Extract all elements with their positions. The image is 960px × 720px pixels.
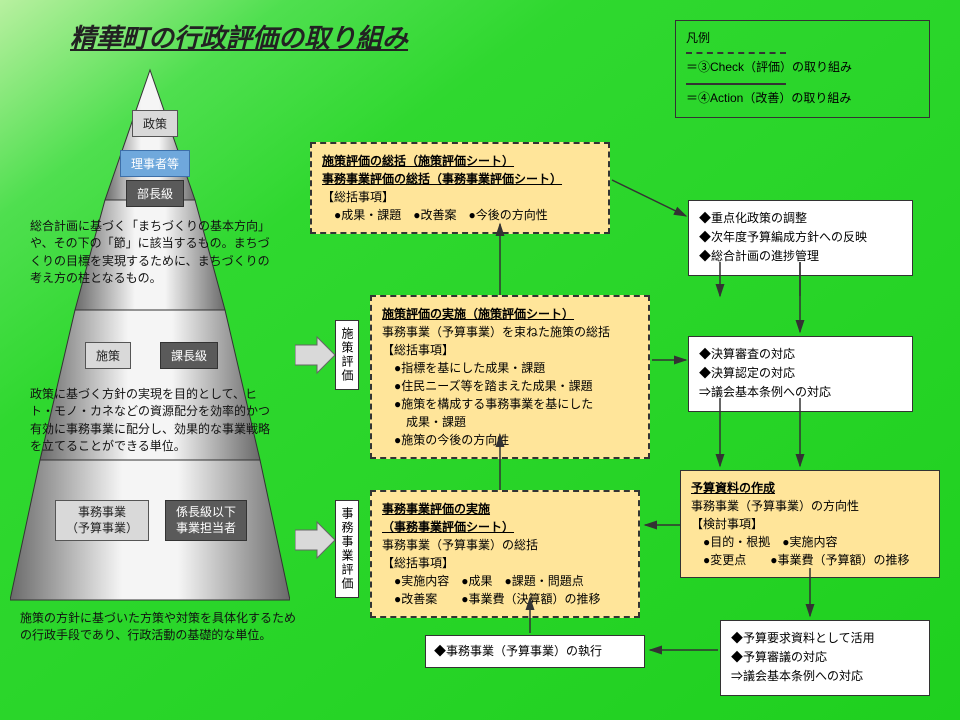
box-right4: ◆予算要求資料として活用 ◆予算審議の対応 ⇒議会基本条例への対応 — [720, 620, 930, 696]
r2b: ◆決算認定の対応 — [699, 364, 902, 383]
pyr-desc1: 総合計画に基づく「まちづくりの基本方向」や、その下の「節」に該当するもの。まちづ… — [30, 218, 270, 288]
pyr-desc2: 政策に基づく方針の実現を目的として、ヒト・モノ・カネなどの資源配分を効率的かつ有… — [30, 386, 280, 456]
r1c: ◆総合計画の進捗管理 — [699, 247, 902, 266]
pyr-jimu-a: 事務事業 — [78, 505, 126, 519]
legend-solid-line — [686, 83, 786, 85]
box-mid-h1: 施策評価の実施（施策評価シート） — [382, 305, 638, 323]
pyr-jimu: 事務事業 （予算事業） — [55, 500, 149, 541]
r4b: ◆予算審議の対応 — [731, 648, 919, 667]
box-right2: ◆決算審査の対応 ◆決算認定の対応 ⇒議会基本条例への対応 — [688, 336, 913, 412]
box-right1: ◆重点化政策の調整 ◆次年度予算編成方針への反映 ◆総合計画の進捗管理 — [688, 200, 913, 276]
r1a: ◆重点化政策の調整 — [699, 209, 902, 228]
box-mid-b1: ●指標を基にした成果・課題 — [382, 359, 638, 377]
pyr-jimu-b: （予算事業） — [66, 521, 138, 535]
r3sub: 【検討事項】 — [691, 515, 929, 533]
pyr-top-policy: 政策 — [132, 110, 178, 137]
page-title: 精華町の行政評価の取り組み — [70, 18, 408, 55]
r2a: ◆決算審査の対応 — [699, 345, 902, 364]
pyr-kakaricho-b: 事業担当者 — [176, 521, 236, 535]
box-bot-h1: 事務事業評価の実施 — [382, 500, 628, 518]
legend-action: ＝④Action（改善）の取り組み — [686, 89, 919, 108]
box-mid-eval: 施策評価の実施（施策評価シート） 事務事業（予算事業）を束ねた施策の総括 【総括… — [370, 295, 650, 459]
box-top-h1: 施策評価の総括（施策評価シート） — [322, 152, 598, 170]
box-exec: ◆事務事業（予算事業）の執行 — [425, 635, 645, 668]
vlabel-jimu: 事務事業評価 — [335, 500, 359, 598]
box-bot-h2: （事務事業評価シート） — [382, 518, 628, 536]
box-exec-text: ◆事務事業（予算事業）の執行 — [434, 644, 602, 658]
box-top-summary: 施策評価の総括（施策評価シート） 事務事業評価の総括（事務事業評価シート） 【総… — [310, 142, 610, 234]
box-mid-b4: ●施策の今後の方向性 — [382, 431, 638, 449]
r1b: ◆次年度予算編成方針への反映 — [699, 228, 902, 247]
r2c: ⇒議会基本条例への対応 — [699, 383, 902, 402]
pyr-shisaku: 施策 — [85, 342, 131, 369]
box-bot-eval: 事務事業評価の実施 （事務事業評価シート） 事務事業（予算事業）の総括 【総括事… — [370, 490, 640, 618]
box-mid-l1: 事務事業（予算事業）を束ねた施策の総括 — [382, 323, 638, 341]
pyr-bucho: 部長級 — [126, 180, 184, 207]
pyr-kakaricho: 係長級以下 事業担当者 — [165, 500, 247, 541]
box-bot-b1: ●実施内容 ●成果 ●課題・問題点 — [382, 572, 628, 590]
box-bot-l1: 事務事業（予算事業）の総括 — [382, 536, 628, 554]
pyr-desc3: 施策の方針に基づいた方策や対策を具体化するための行政手段であり、行政活動の基礎的… — [20, 610, 300, 645]
big-arrow-1 — [295, 335, 335, 375]
pyr-kakaricho-a: 係長級以下 — [176, 505, 236, 519]
legend-title: 凡例 — [686, 29, 919, 48]
r3l1: 事務事業（予算事業）の方向性 — [691, 497, 929, 515]
box-top-h2: 事務事業評価の総括（事務事業評価シート） — [322, 170, 598, 188]
pyr-rijisha: 理事者等 — [120, 150, 190, 177]
r4a: ◆予算要求資料として活用 — [731, 629, 919, 648]
box-mid-b3: ●施策を構成する事務事業を基にした — [382, 395, 638, 413]
box-mid-b3b: 成果・課題 — [382, 413, 638, 431]
box-top-sub: 【総括事項】 — [322, 188, 598, 206]
r3h: 予算資料の作成 — [691, 479, 929, 497]
box-top-line: ●成果・課題 ●改善案 ●今後の方向性 — [322, 206, 598, 224]
r3b2: ●変更点 ●事業費（予算額）の推移 — [691, 551, 929, 569]
r3b1: ●目的・根拠 ●実施内容 — [691, 533, 929, 551]
legend-dashed-line — [686, 52, 786, 54]
pyramid: 政策 理事者等 部長級 総合計画に基づく「まちづくりの基本方向」や、その下の「節… — [10, 60, 290, 660]
box-bot-sub: 【総括事項】 — [382, 554, 628, 572]
pyr-kacho: 課長級 — [160, 342, 218, 369]
box-mid-b2: ●住民ニーズ等を踏まえた成果・課題 — [382, 377, 638, 395]
vlabel-shisaku: 施策評価 — [335, 320, 359, 390]
box-bot-b2: ●改善案 ●事業費（決算額）の推移 — [382, 590, 628, 608]
legend-box: 凡例 ＝③Check（評価）の取り組み ＝④Action（改善）の取り組み — [675, 20, 930, 118]
r4c: ⇒議会基本条例への対応 — [731, 667, 919, 686]
box-right3-budget: 予算資料の作成 事務事業（予算事業）の方向性 【検討事項】 ●目的・根拠 ●実施… — [680, 470, 940, 578]
legend-check: ＝③Check（評価）の取り組み — [686, 58, 919, 77]
big-arrow-2 — [295, 520, 335, 560]
box-mid-sub: 【総括事項】 — [382, 341, 638, 359]
